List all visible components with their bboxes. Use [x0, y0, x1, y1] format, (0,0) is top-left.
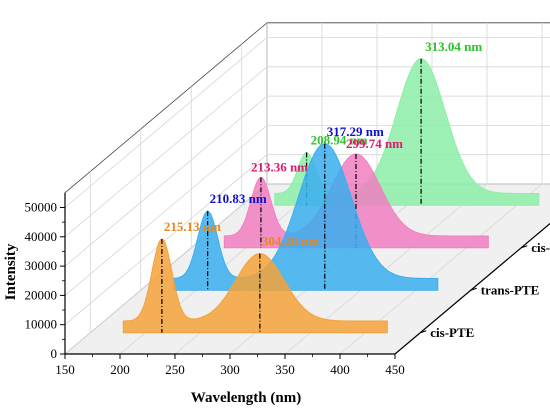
depth-axis-line [394, 222, 550, 355]
x-tick-label: 400 [330, 362, 350, 377]
y-axis-title: Intensity [3, 243, 19, 300]
y-gridline [64, 37, 550, 208]
x-axis-title: Wavelength (nm) [191, 390, 301, 406]
x-tick-label: 300 [220, 362, 240, 377]
x-tick-label: 150 [55, 362, 75, 377]
axes-layer: trans-REScis-REStrans-PTEcis-PTE15020025… [25, 192, 550, 377]
peak-label: 215.13 nm [164, 219, 221, 234]
series-area-trans-PTE [173, 143, 439, 291]
y-gridline [64, 183, 550, 355]
x-tick-label: 200 [110, 362, 130, 377]
x-tick-label: 350 [275, 362, 295, 377]
series-area-cis-RES [223, 153, 489, 249]
peak-label: 213.36 nm [251, 159, 308, 174]
peak-label: 313.04 nm [425, 39, 482, 54]
y-gridline [64, 95, 550, 267]
y-gridline [64, 66, 550, 238]
peak-label: 317.29 nm [327, 124, 384, 139]
series-area-cis-PTE [122, 238, 388, 334]
y-tick-label: 40000 [25, 229, 58, 244]
x-tick-label: 450 [385, 362, 405, 377]
series-label-cis-RES: cis-RES [531, 240, 550, 255]
peak-label: 304.20 nm [262, 234, 319, 249]
peak-label: 210.83 nm [210, 191, 267, 206]
y-tick-label: 50000 [25, 200, 58, 215]
y-tick-label: 30000 [25, 258, 58, 273]
y-gridline [64, 125, 550, 296]
y-gridline [64, 154, 550, 326]
peak-label: 299.74 nm [346, 136, 403, 151]
y-tick-label: 20000 [25, 287, 58, 302]
series-label-cis-PTE: cis-PTE [430, 325, 474, 340]
y-tick-label: 0 [51, 346, 58, 361]
y-tick-label: 10000 [25, 317, 58, 332]
series-label-trans-PTE: trans-PTE [481, 282, 540, 297]
x-tick-label: 250 [165, 362, 185, 377]
